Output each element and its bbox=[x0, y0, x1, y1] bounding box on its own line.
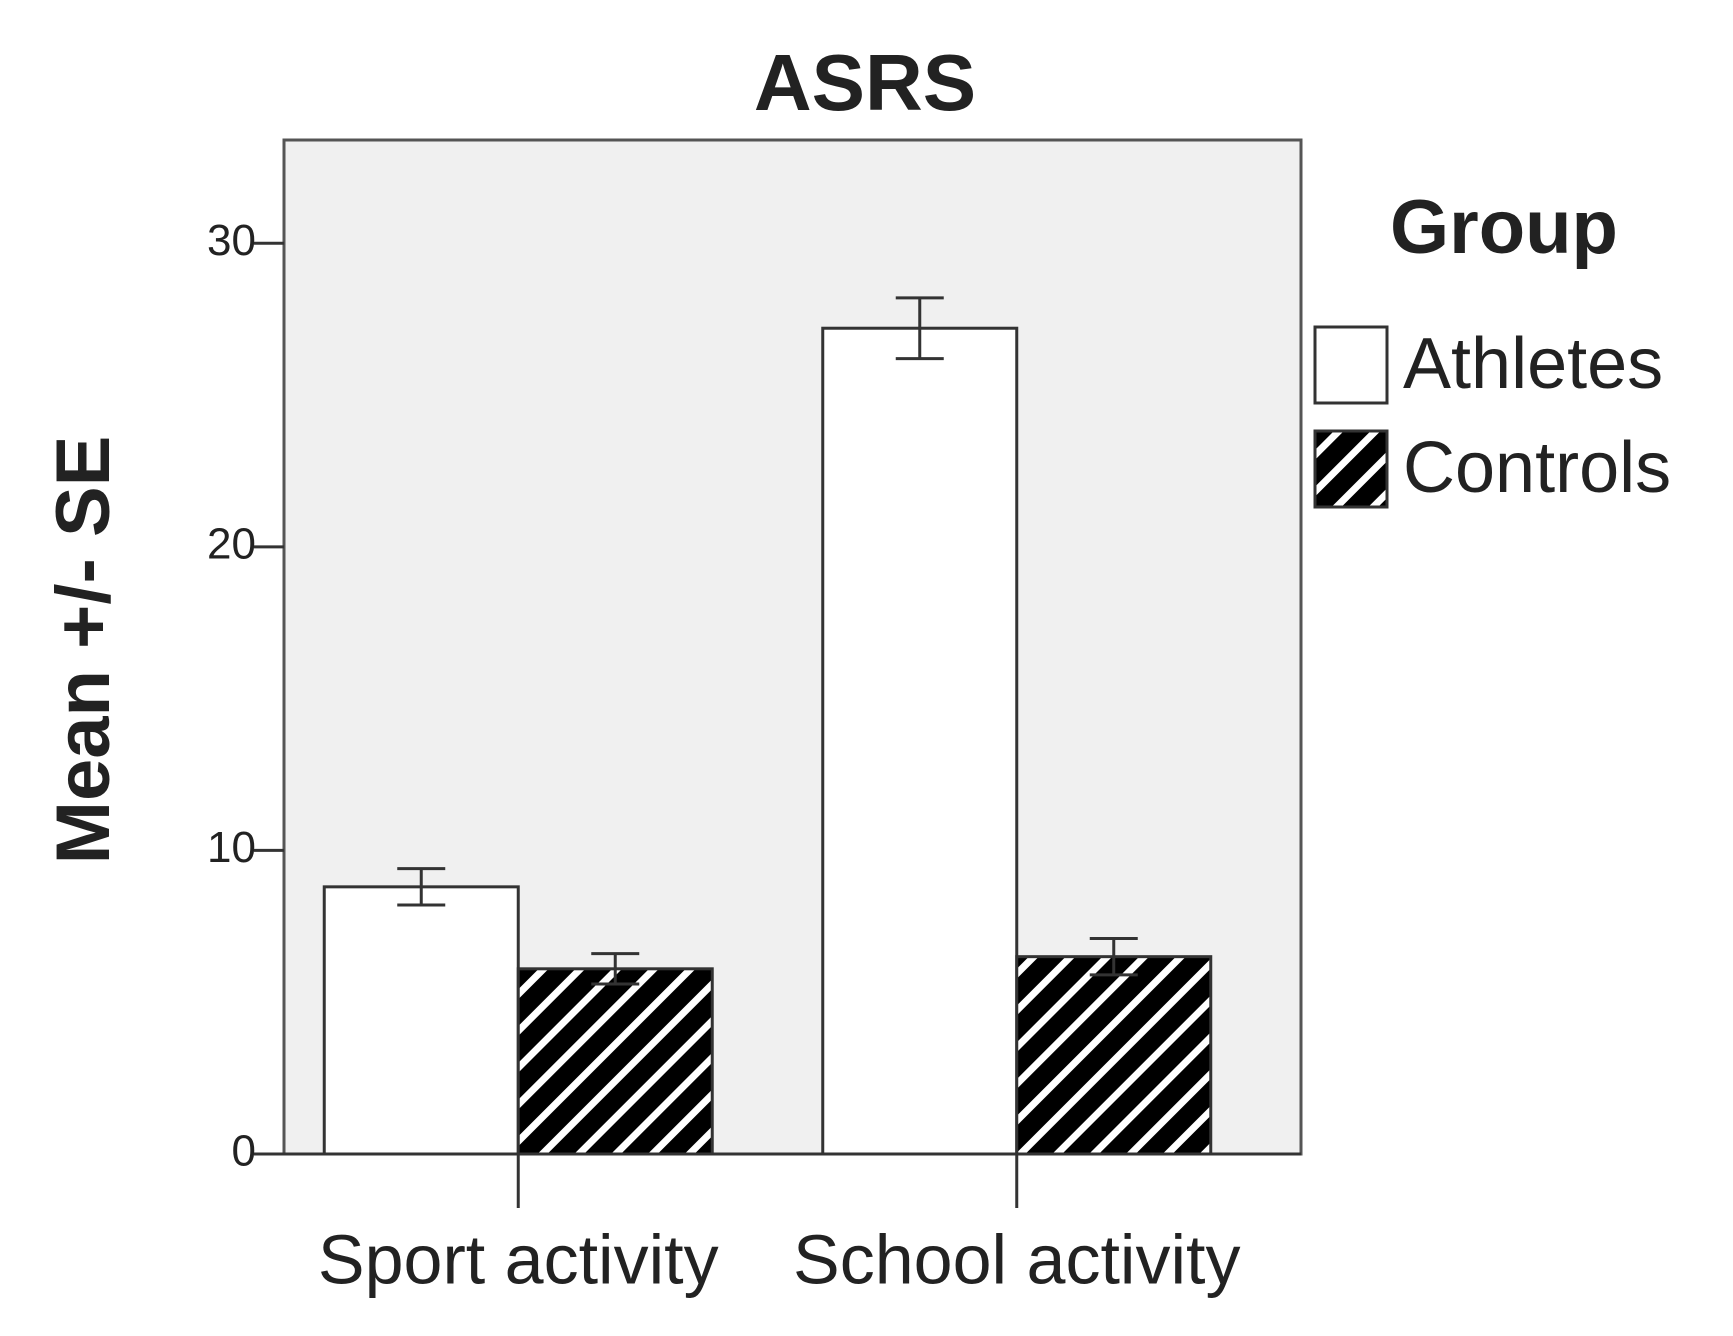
error-bar bbox=[591, 952, 640, 986]
legend-title: Group bbox=[1390, 185, 1618, 270]
y-tick-label: 20 bbox=[207, 519, 256, 568]
bar bbox=[1015, 955, 1213, 1156]
bar bbox=[516, 967, 714, 1156]
error-bar bbox=[397, 867, 446, 907]
chart-title: ASRS bbox=[754, 38, 976, 127]
x-tick-label: Sport activity bbox=[318, 1220, 719, 1298]
y-tick-label: 30 bbox=[207, 216, 256, 265]
x-tick-label: School activity bbox=[793, 1220, 1240, 1298]
error-bar bbox=[895, 296, 944, 361]
legend-swatch bbox=[1313, 325, 1389, 405]
y-tick-label: 10 bbox=[207, 823, 256, 872]
y-tick-label: 0 bbox=[232, 1127, 256, 1176]
bar bbox=[821, 326, 1019, 1156]
legend-swatch bbox=[1313, 429, 1389, 509]
error-bar bbox=[1089, 936, 1138, 977]
legend-label: Athletes bbox=[1403, 324, 1663, 404]
legend-label: Controls bbox=[1403, 428, 1671, 508]
y-axis-label: Mean +/- SE bbox=[41, 436, 126, 865]
bar bbox=[322, 885, 520, 1156]
